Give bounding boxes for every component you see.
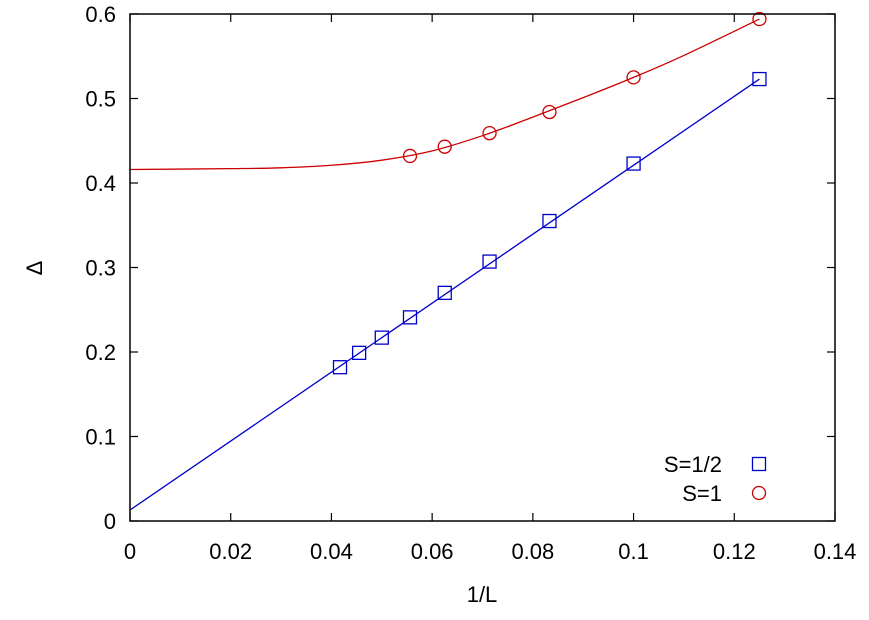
data-point xyxy=(752,11,767,27)
x-tick-label: 0.04 xyxy=(310,539,353,564)
legend: S=1/2 S=1 xyxy=(664,452,767,506)
y-tick-label: 0.6 xyxy=(85,2,116,27)
legend-label: S=1 xyxy=(682,481,722,506)
data-point xyxy=(437,285,452,301)
data-point xyxy=(402,148,418,164)
x-tick-label: 0.06 xyxy=(411,539,454,564)
data-point xyxy=(402,310,418,325)
legend-label: S=1/2 xyxy=(664,452,722,477)
x-tick-label: 0.08 xyxy=(511,539,554,564)
x-axis-ticks: 0 0.02 0.04 0.06 0.08 0.1 0.12 0.14 xyxy=(124,14,857,564)
y-tick-label: 0.3 xyxy=(85,256,116,281)
y-tick-label: 0 xyxy=(104,509,116,534)
data-point xyxy=(332,360,348,375)
y-tick-label: 0.1 xyxy=(85,425,116,450)
x-axis-label: 1/L xyxy=(467,582,498,607)
x-tick-label: 0.1 xyxy=(618,539,649,564)
x-tick-label: 0.14 xyxy=(814,539,857,564)
fit-line xyxy=(129,78,760,511)
x-tick-label: 0.12 xyxy=(713,539,756,564)
data-point xyxy=(482,254,497,269)
y-tick-label: 0.2 xyxy=(85,340,116,365)
x-tick-label: 0 xyxy=(124,539,136,564)
y-tick-label: 0.4 xyxy=(85,171,116,196)
legend-marker xyxy=(751,456,767,472)
data-points xyxy=(332,11,767,375)
legend-marker xyxy=(751,485,767,501)
y-axis-label: Δ xyxy=(22,260,47,275)
data-point xyxy=(374,330,389,345)
data-point xyxy=(626,156,641,171)
data-point xyxy=(482,125,497,141)
data-point xyxy=(542,213,557,229)
fit-lines xyxy=(129,18,760,511)
data-point xyxy=(351,345,367,360)
data-point xyxy=(437,139,452,154)
y-axis-ticks: 0 0.1 0.2 0.3 0.4 0.5 0.6 xyxy=(85,2,835,534)
x-tick-label: 0.02 xyxy=(209,539,252,564)
data-point xyxy=(626,70,641,85)
data-point xyxy=(752,71,767,87)
data-point xyxy=(542,104,557,120)
fit-line xyxy=(129,18,760,171)
y-tick-label: 0.5 xyxy=(85,87,116,112)
